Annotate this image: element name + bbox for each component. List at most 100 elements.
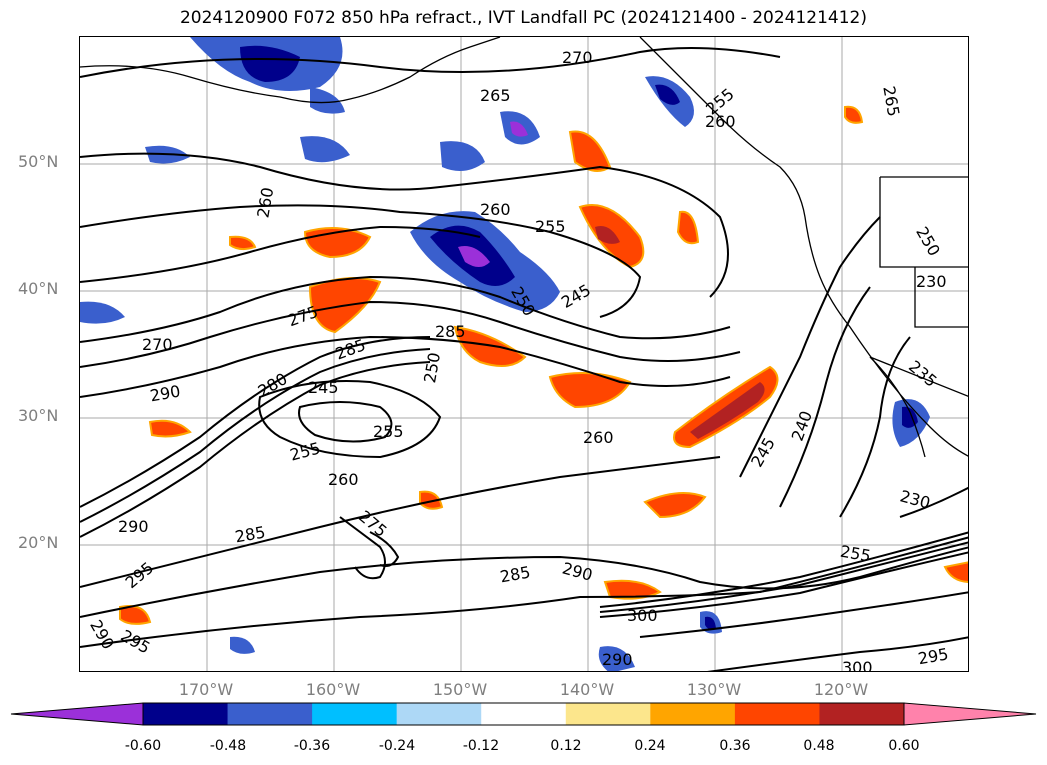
contour-label: 290: [86, 617, 118, 653]
contour-label: 235: [905, 357, 941, 391]
contour-label: 265: [879, 85, 903, 118]
colorbar-tick-label: 0.48: [803, 738, 835, 754]
lon-label-170w: 170°W: [178, 680, 234, 699]
contour-line: [899, 486, 968, 518]
contour-label: 265: [480, 86, 511, 105]
contour-label: 295: [118, 626, 154, 658]
lat-label-30n: 30°N: [18, 406, 59, 425]
contour-label: 295: [916, 644, 949, 668]
shade-positive: [548, 372, 632, 409]
shade-positive: [676, 210, 700, 245]
colorbar-segment: [650, 703, 736, 725]
border-us-mexico: [869, 356, 968, 397]
lat-label-20n: 20°N: [18, 533, 59, 552]
shade-negative: [310, 87, 345, 114]
contour-label: 285: [498, 562, 531, 586]
coastlines: [80, 37, 968, 458]
contour-jet: [80, 336, 431, 508]
contour-packed: [599, 531, 968, 608]
shade-positive: [690, 382, 765, 439]
coastline-alaska: [80, 37, 501, 104]
contour-line: [369, 531, 400, 567]
shade-positive: [419, 490, 444, 510]
contour-packed: [599, 551, 968, 618]
colorbar-tick-label: 0.12: [550, 738, 582, 754]
colorbar-tick-label: -0.12: [462, 738, 500, 754]
contour-lines: [80, 47, 968, 671]
contour-line: [80, 47, 781, 78]
contour-label: 260: [583, 428, 614, 447]
contour-closed: [298, 401, 393, 443]
contour-line: [80, 225, 481, 283]
shade-negative: [80, 301, 125, 324]
contour-label: 285: [435, 322, 466, 341]
contour-label: 260: [480, 200, 511, 219]
contour-line: [707, 636, 968, 671]
colorbar-outline: [142, 702, 905, 726]
contour-jet: [80, 361, 431, 538]
contour-label: 240: [788, 408, 816, 443]
shade-negative: [458, 246, 490, 267]
colorbar-tick-label: 0.36: [719, 738, 751, 754]
shade-positive: [229, 235, 257, 251]
contour-label: 245: [308, 378, 339, 397]
state-border: [914, 267, 968, 328]
colorbar-segment: [565, 703, 651, 725]
colorbar-segment: [734, 703, 820, 725]
shade-positive: [568, 130, 612, 172]
colorbar-segment: [819, 703, 905, 725]
contour-line: [80, 204, 642, 318]
shade-positive: [148, 419, 192, 438]
contour-label: 230: [916, 272, 947, 291]
colorbar-tick-label: -0.48: [209, 738, 247, 754]
contour-label: 290: [602, 650, 633, 669]
coastline-baja: [869, 356, 926, 458]
lat-label-50n: 50°N: [18, 152, 59, 171]
contour-line: [80, 536, 968, 648]
map-canvas: 270 265 265 260 260 255 245 250 275 270 …: [80, 37, 968, 671]
lon-label-120w: 120°W: [813, 680, 869, 699]
shade-negative: [240, 45, 300, 82]
shade-negative: [510, 121, 528, 137]
map-panel: 270 265 265 260 260 255 245 250 275 270 …: [79, 36, 969, 672]
contour-label: 290: [118, 517, 149, 536]
colorbar-tick-label: -0.24: [378, 738, 416, 754]
contour-label: 230: [898, 486, 932, 512]
colorbar-tick-label: -0.60: [124, 738, 162, 754]
shade-negative: [230, 636, 255, 654]
colorbar-segment: [143, 703, 229, 725]
coastline-north-america: [639, 37, 968, 457]
contour-closed: [258, 380, 442, 459]
contour-label: 255: [535, 217, 566, 236]
contour-line: [80, 300, 741, 368]
colorbar-segments: [11, 703, 1036, 725]
lat-label-40n: 40°N: [18, 279, 59, 298]
contour-line: [80, 546, 968, 618]
contour-label: 245: [747, 434, 779, 470]
contour-packed: [599, 541, 968, 613]
contour-line: [739, 216, 881, 478]
contour-line: [839, 336, 911, 518]
lon-label-130w: 130°W: [686, 680, 742, 699]
contour-label: 300: [627, 606, 658, 625]
shade-positive: [643, 492, 707, 519]
colorbar-segment: [312, 703, 398, 725]
contour-label: 245: [558, 280, 594, 312]
contour-label: 250: [420, 351, 444, 384]
colorbar-segment: [396, 703, 482, 725]
contour-line: [80, 456, 721, 588]
contour-line: [80, 275, 731, 343]
contour-label: 295: [122, 558, 158, 592]
contour-line: [779, 286, 871, 508]
colorbar: [10, 702, 1037, 726]
shade-positive: [603, 579, 662, 600]
shade-positive: [453, 325, 527, 367]
state-border: [879, 177, 968, 268]
colorbar-tick-label: 0.60: [888, 738, 920, 754]
colorbar-extend-max: [904, 703, 1036, 725]
figure-title: 2024120900 F072 850 hPa refract., IVT La…: [179, 8, 867, 28]
contour-label: 255: [839, 542, 872, 566]
contour-label: 250: [912, 223, 944, 259]
contour-label: 260: [253, 186, 277, 219]
contour-jet: [80, 348, 431, 523]
